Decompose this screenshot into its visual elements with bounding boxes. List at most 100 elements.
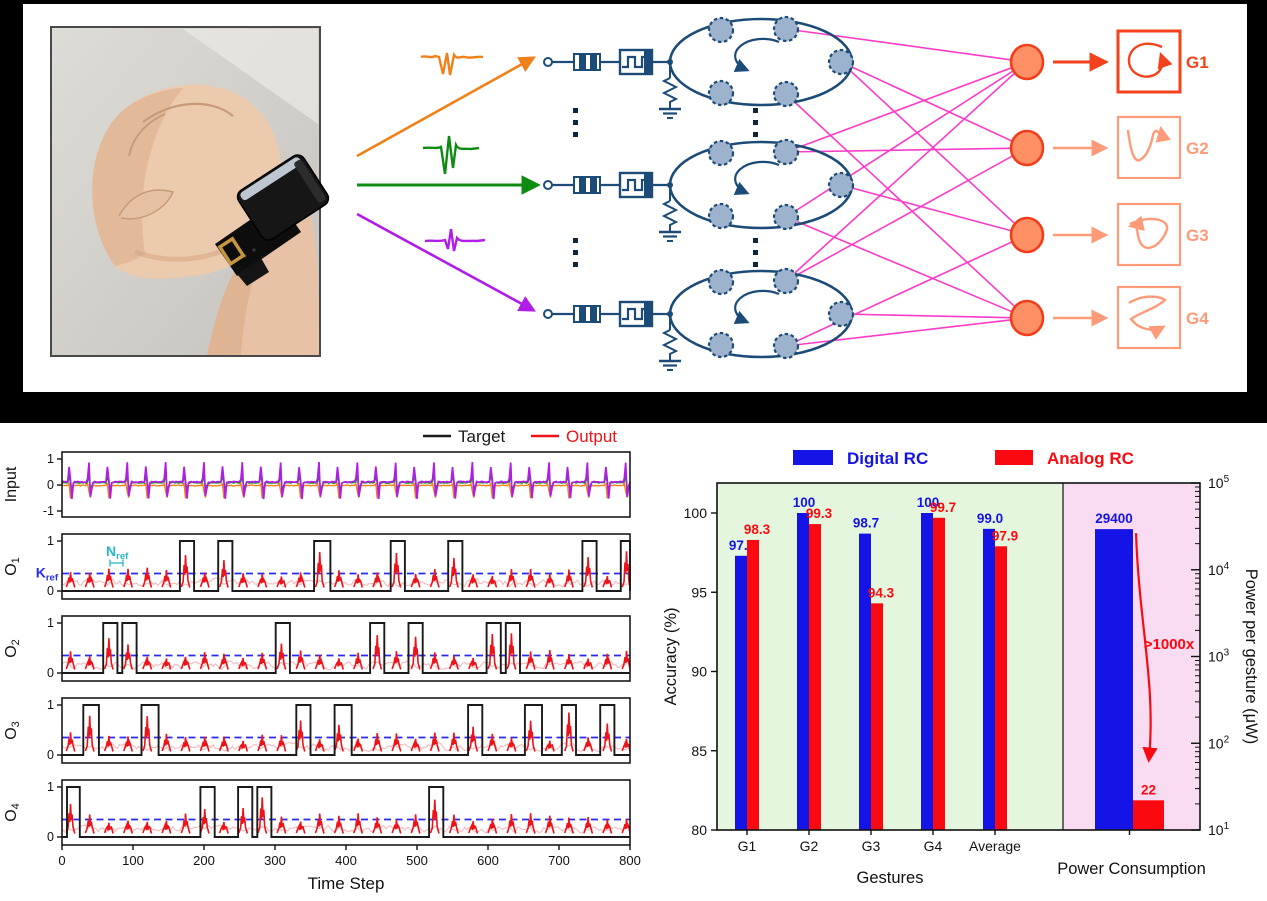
kref-annotation: Kref	[36, 565, 59, 584]
ytick: 0	[47, 830, 54, 844]
output-spike	[65, 651, 76, 670]
ytick-left: 100	[684, 505, 708, 521]
output-spike	[276, 816, 287, 834]
digital-rc-label: Digital RC	[847, 449, 928, 468]
subplot-frame	[61, 615, 631, 682]
output-spike	[448, 732, 459, 752]
output-spike	[448, 557, 459, 588]
bar-analog-G3	[871, 603, 883, 830]
reservoir-node	[772, 138, 800, 166]
gesture-glyph-G1	[1127, 42, 1173, 78]
reservoir-node	[707, 16, 735, 44]
output-spike	[544, 815, 555, 834]
noise-trace	[61, 741, 630, 753]
output-spike	[525, 720, 536, 752]
bar-analog-Average	[995, 546, 1007, 830]
output-spike	[314, 654, 325, 670]
output-spike	[180, 656, 191, 670]
ytick-right: 103	[1208, 648, 1230, 665]
output-spike	[65, 732, 76, 752]
output-spike	[314, 813, 325, 834]
reservoir-unit-3	[543, 267, 855, 371]
output-spike	[295, 720, 306, 752]
readout-connections	[785, 28, 1028, 347]
cyclic-arrow	[733, 160, 780, 196]
output-spike	[295, 821, 306, 834]
output-spike	[84, 572, 95, 588]
output-spike	[525, 569, 536, 588]
ytick-left: 80	[691, 822, 707, 838]
xtick: 300	[264, 853, 286, 868]
reservoir-node	[772, 332, 800, 360]
input-terminal	[543, 180, 553, 190]
output-spike	[372, 635, 383, 670]
output-spike	[218, 736, 229, 752]
gesture-box-G4	[1116, 285, 1182, 350]
bar-analog-G1	[747, 539, 759, 830]
output-spike	[314, 551, 325, 588]
ylabel-O3: O3	[3, 721, 22, 740]
subplot-O1: O1 1 0 Nref Kref	[3, 533, 631, 600]
output-spike	[353, 574, 364, 588]
reservoir-node	[772, 267, 800, 295]
output-spike	[142, 656, 153, 670]
output-spike	[199, 809, 210, 834]
reservoir-computing-diagram: G1 G2 G3 G4	[50, 15, 1209, 371]
output-spike	[199, 572, 210, 588]
ylabel-O2: O2	[3, 639, 22, 658]
output-spike	[333, 815, 344, 834]
ytick: 1	[47, 616, 54, 630]
xtick-category: G2	[800, 838, 819, 854]
output-spike	[391, 552, 402, 588]
output-spike	[506, 569, 517, 588]
output-spike	[468, 726, 479, 752]
output-spike	[180, 736, 191, 752]
digital-rc-swatch	[793, 450, 833, 465]
bar-digital-G3	[859, 533, 871, 830]
output-spike	[448, 655, 459, 670]
output-spike	[65, 803, 76, 834]
output-spike	[410, 814, 421, 834]
value-analog-G2: 99.3	[806, 506, 833, 521]
output-spike	[161, 820, 172, 834]
reservoir-node	[772, 80, 800, 108]
output-spike	[218, 821, 229, 834]
ytick: 0	[47, 478, 54, 492]
analog-rc-swatch	[995, 450, 1033, 465]
cyclic-arrow	[733, 37, 780, 73]
target-trace	[62, 786, 630, 838]
output-spike	[544, 650, 555, 670]
xtick-category: G1	[738, 838, 757, 854]
gesture-box-G1	[1116, 29, 1182, 94]
reservoir-node	[827, 171, 855, 199]
xtick: 700	[548, 853, 570, 868]
output-spike	[353, 738, 364, 752]
output-spike	[123, 736, 134, 752]
output-spike	[103, 568, 114, 588]
subplot-Input: Input 1 0 -1	[3, 451, 631, 518]
output-spike	[218, 560, 229, 588]
reservoir-ring	[668, 17, 854, 107]
target-trace	[62, 540, 631, 592]
xtick-category: G3	[862, 838, 881, 854]
reservoir-unit-2	[543, 138, 855, 242]
output-spike	[276, 735, 287, 752]
output-spike	[123, 820, 134, 834]
gesture-label-G4: G4	[1186, 309, 1209, 328]
top-schematic-panel: G1 G2 G3 G4	[23, 4, 1247, 392]
bar-analog-power	[1133, 800, 1164, 830]
output-spike	[276, 576, 287, 588]
output-spike	[487, 818, 498, 834]
output-spike	[563, 712, 574, 752]
ellipsis-dots	[573, 108, 758, 267]
output-spike	[621, 650, 631, 670]
output-spike	[276, 643, 287, 670]
input-terminal	[543, 57, 553, 67]
ylabel-O1: O1	[3, 557, 22, 576]
output-spike	[544, 573, 555, 588]
output-spike	[65, 571, 76, 588]
bottom-results-panel: Target Output Input 1 0 -1 O1 1 0 Nref Kref O2 1 0 O3 1…	[0, 423, 1267, 901]
output-spike	[410, 573, 421, 588]
output-spike	[238, 740, 249, 752]
